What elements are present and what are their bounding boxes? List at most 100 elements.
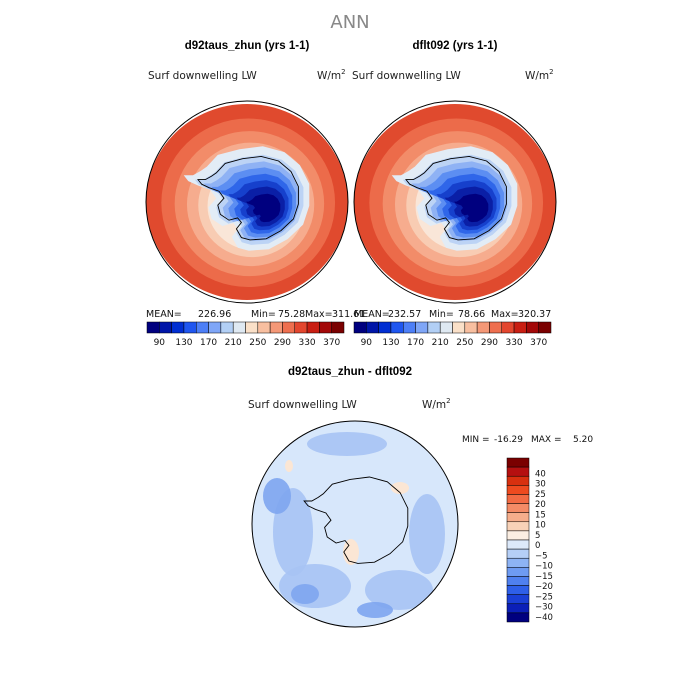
colorbar-swatch	[415, 321, 429, 334]
diff-colorbar-swatch	[506, 557, 530, 568]
colorbar-tick-label: 130	[175, 338, 192, 348]
diff-colorbar-swatch	[506, 457, 530, 468]
panel-1-units-base: W/m	[317, 70, 341, 82]
diff-anomaly-4	[409, 494, 445, 574]
panel-2-variable: Surf downwelling LW	[352, 70, 461, 82]
diff-map-field	[252, 421, 458, 627]
diff-stats: MIN = -16.29 MAX = 5.20	[462, 435, 593, 445]
colorbar-swatch	[476, 321, 490, 334]
diff-min-value: -16.29	[494, 435, 523, 445]
colorbar-swatch	[353, 321, 367, 334]
colorbar-swatch	[538, 321, 552, 334]
diff-anomaly-6	[263, 478, 291, 514]
panel-1-variable: Surf downwelling LW	[148, 70, 257, 82]
panel-2-mean-value: 232.57	[388, 309, 421, 320]
diff-warm-patch-1	[391, 482, 409, 494]
panel-2-min-value: 78.66	[458, 309, 485, 320]
panel-1-min-label: Min=	[251, 309, 276, 320]
colorbar-swatch	[245, 321, 259, 334]
colorbar-swatch	[366, 321, 379, 334]
panel-2-max-value: 320.37	[518, 309, 551, 320]
colorbar-tick-label: 90	[361, 338, 373, 348]
diff-colorbar-tick-label: −40	[535, 613, 553, 623]
colorbar-tick-label: 90	[154, 338, 166, 348]
colorbar-swatch	[489, 321, 502, 334]
colorbar-swatch	[257, 321, 271, 334]
panel-1-mean-value: 226.96	[198, 309, 231, 320]
colorbar-swatch	[439, 321, 453, 334]
diff-title: d92taus_zhun - dflt092	[288, 366, 412, 378]
diff-colorbar-swatch	[506, 594, 530, 605]
colorbar-tick-label: 250	[249, 338, 266, 348]
diff-colorbar-tick-label: −10	[535, 562, 553, 572]
panel-2-units: W/m2	[525, 68, 554, 82]
colorbar-swatch	[526, 321, 539, 334]
diff-colorbar-tick-label: 25	[535, 490, 546, 500]
diff-colorbar-swatch	[506, 494, 530, 504]
colorbar-swatch	[183, 321, 197, 334]
colorbar-swatch	[294, 321, 308, 334]
ice-band-8	[246, 193, 281, 223]
colorbar-tick-label: 290	[481, 338, 498, 348]
colorbar-swatch	[171, 321, 185, 334]
colorbar-swatch	[232, 321, 246, 334]
diff-colorbar-swatch	[506, 539, 530, 550]
colorbar-tick-label: 290	[274, 338, 291, 348]
diff-units: W/m2	[422, 397, 451, 411]
diff-anomaly-3	[365, 570, 433, 610]
panel-1-max-label: Max=	[305, 309, 333, 320]
diff-map-boundary	[251, 420, 459, 628]
diff-map-panel	[251, 420, 459, 628]
panel-2-mean-label: MEAN=	[354, 309, 390, 320]
panel-2-min-label: Min=	[429, 309, 454, 320]
panel-1-stats: MEAN= 226.96 Min= 75.28 Max= 311.61	[146, 309, 365, 320]
colorbar-swatch	[220, 321, 234, 334]
diff-max-value: 5.20	[573, 435, 593, 445]
map-1-antarctic-field	[183, 146, 310, 251]
diff-colorbar-swatch	[506, 548, 530, 559]
colorbar-tick-label: 330	[505, 338, 522, 348]
colorbar-swatch	[208, 321, 222, 334]
colorbar-tick-label: 330	[298, 338, 315, 348]
diff-colorbar-tick-label: 30	[535, 480, 546, 490]
diff-anomaly-5	[307, 432, 387, 456]
colorbar-1: 90 130 170 210 250 290 330 370	[146, 321, 345, 348]
diff-colorbar-tick-label: 5	[535, 531, 540, 541]
colorbar-swatch	[390, 321, 404, 334]
panel-2-title: dflt092 (yrs 1-1)	[412, 40, 497, 52]
map-2-coastline	[405, 155, 507, 241]
diff-colorbar-swatch	[506, 521, 530, 532]
diff-colorbar-tick-label: −30	[535, 603, 553, 613]
colorbar-tick-label: 210	[225, 338, 242, 348]
colorbar-swatch	[159, 321, 172, 334]
colorbar-swatch	[196, 321, 209, 334]
map-2-boundary	[353, 100, 557, 304]
diff-units-base: W/m	[422, 399, 446, 411]
diff-colorbar-tick-label: 10	[535, 521, 546, 531]
ice-band-8	[454, 193, 489, 223]
panel-1-units: W/m2	[317, 68, 346, 82]
diff-variable: Surf downwelling LW	[248, 399, 357, 411]
diff-colorbar-swatch	[506, 530, 530, 541]
diff-colorbar-swatch	[506, 585, 530, 595]
diff-colorbar-swatch	[506, 512, 530, 523]
colorbar-swatch	[331, 321, 345, 334]
colorbar-swatch	[282, 321, 295, 334]
colorbar-tick-label: 170	[407, 338, 424, 348]
colorbar-tick-label: 210	[432, 338, 449, 348]
diff-colorbar-swatch	[506, 503, 530, 513]
colorbar-tick-label: 130	[382, 338, 399, 348]
colorbar-swatch	[378, 321, 392, 334]
diff-colorbar-tick-label: −20	[535, 582, 553, 592]
colorbar-swatch	[427, 321, 441, 334]
diff-min-label: MIN =	[462, 435, 490, 445]
colorbar-swatch	[146, 321, 160, 334]
map-2-antarctic-field	[391, 146, 518, 251]
diff-colorbar-swatch	[506, 485, 530, 495]
colorbar-swatch	[403, 321, 416, 334]
diff-units-exp: 2	[446, 397, 450, 405]
diff-colorbar-tick-label: 0	[535, 541, 540, 551]
map-panel-2	[353, 100, 557, 304]
diff-map-coastline	[303, 476, 409, 564]
